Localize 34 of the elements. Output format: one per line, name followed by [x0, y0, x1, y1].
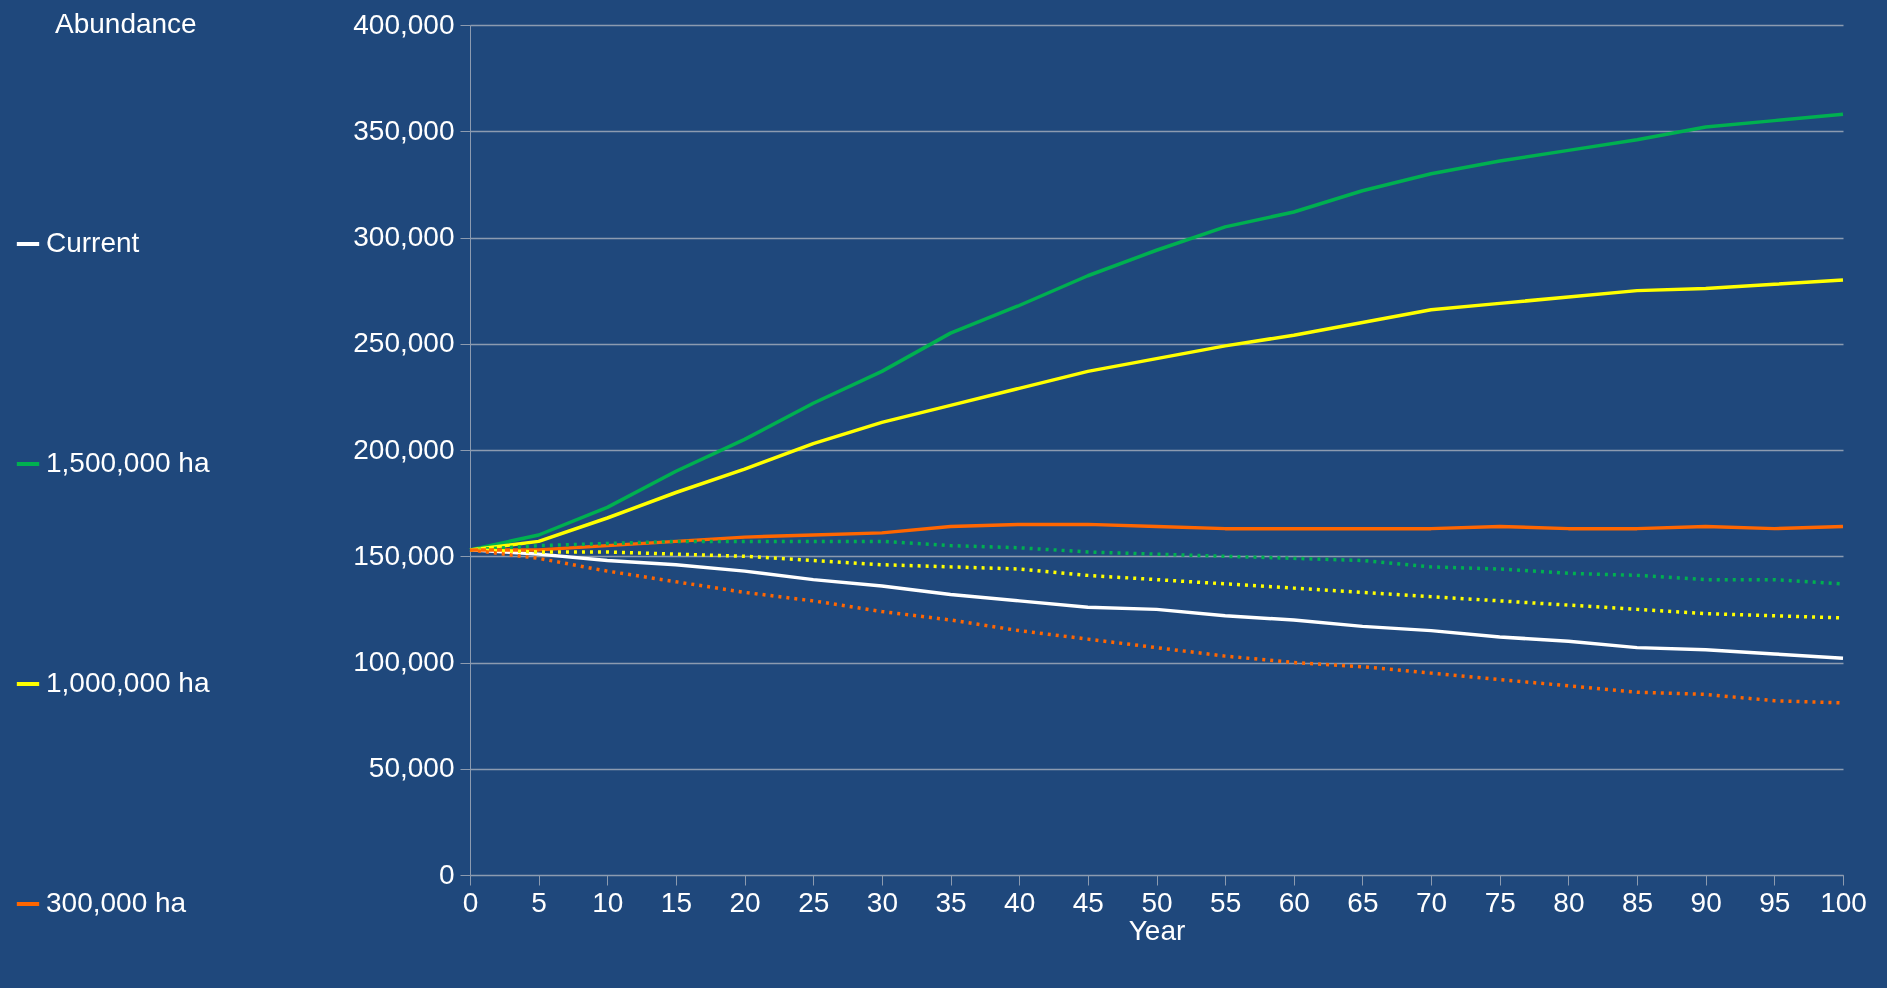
x-tick-label: 65 [1347, 886, 1379, 918]
x-tick-label: 95 [1759, 886, 1791, 918]
x-tick-label: 30 [866, 886, 898, 918]
y-tick-label: 250,000 [353, 327, 455, 359]
x-tick-label: 55 [1210, 886, 1242, 918]
y-tick-label: 400,000 [353, 8, 455, 40]
x-tick-label: 10 [592, 886, 624, 918]
x-tick-label: 80 [1553, 886, 1585, 918]
x-tick-label: 15 [660, 886, 693, 918]
legend-label: 1,500,000 ha [46, 447, 210, 478]
x-tick-label: 5 [531, 886, 547, 918]
y-tick-label: 300,000 [353, 221, 455, 252]
legend-label: 1,000,000 ha [46, 667, 210, 698]
x-tick-label: 45 [1072, 886, 1104, 918]
x-tick-label: 90 [1690, 886, 1722, 918]
x-tick-label: 0 [462, 886, 479, 918]
x-tick-label: 70 [1416, 886, 1448, 918]
x-tick-label: 25 [798, 886, 830, 918]
text: Abundance [55, 8, 197, 39]
x-tick-label: 100 [1820, 886, 1867, 918]
y-tick-label: 100,000 [353, 646, 455, 677]
legend-label: 300,000 ha [46, 887, 187, 918]
y-tick-label: 0 [438, 858, 455, 890]
y-tick-label: 200,000 [353, 433, 455, 465]
y-tick-label: 350,000 [353, 114, 455, 146]
x-tick-label: 20 [729, 886, 761, 918]
x-tick-label: 35 [935, 886, 967, 918]
x-tick-label: 40 [1004, 886, 1036, 918]
y-tick-label: 150,000 [353, 539, 455, 571]
x-tick-label: 85 [1621, 886, 1654, 918]
x-tick-label: 75 [1484, 886, 1516, 918]
y-tick-label: 50,000 [368, 752, 455, 784]
x-tick-label: 60 [1278, 886, 1310, 918]
legend-label: Current [46, 227, 140, 258]
